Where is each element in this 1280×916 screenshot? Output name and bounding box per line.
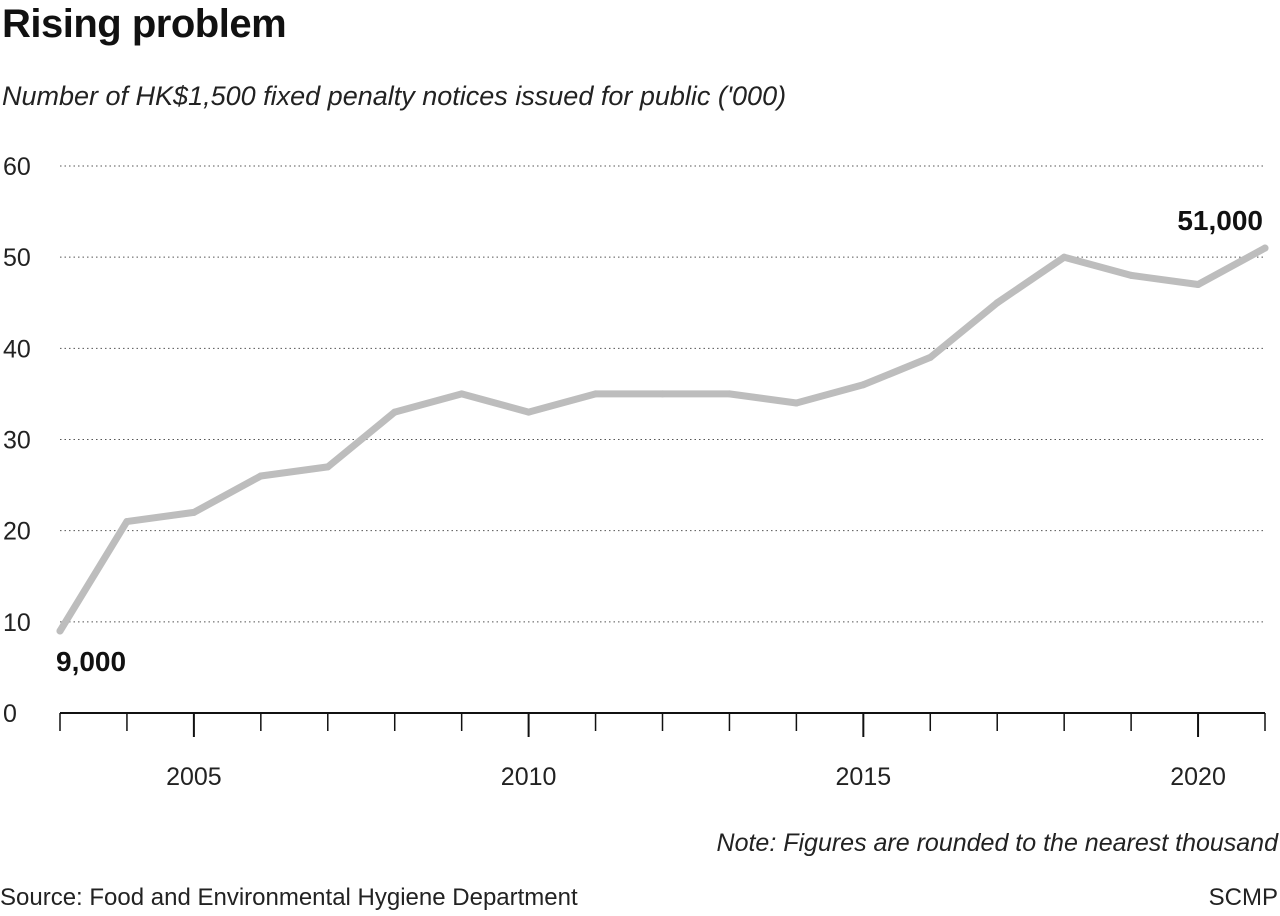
data-point-2017 (993, 299, 1001, 307)
data-point-2003 (56, 627, 64, 635)
y-tick-label-20: 20 (3, 518, 31, 546)
y-tick-label-10: 10 (3, 609, 31, 637)
data-point-2013 (725, 390, 733, 398)
chart-source: Source: Food and Environmental Hygiene D… (0, 884, 578, 911)
series-group (56, 244, 1269, 635)
y-tick-label-30: 30 (3, 427, 31, 455)
chart-note: Note: Figures are rounded to the nearest… (716, 829, 1278, 857)
data-point-2021 (1261, 244, 1269, 252)
data-point-2020 (1194, 281, 1202, 289)
data-point-2004 (123, 518, 131, 526)
data-point-2010 (525, 408, 533, 416)
data-point-2012 (659, 390, 666, 398)
end-value-label: 51,000 (1177, 205, 1263, 236)
x-axis: 2005 2010 2015 2020 (59, 712, 1266, 791)
data-point-2016 (926, 353, 934, 361)
x-tick-label-2020: 2020 (1170, 763, 1226, 791)
y-axis-ticks: 0 10 20 30 40 50 60 (3, 153, 31, 728)
data-point-2006 (257, 472, 265, 480)
data-point-2018 (1060, 253, 1068, 261)
y-tick-label-0: 0 (3, 700, 17, 728)
chart-title: Rising problem (2, 2, 287, 46)
data-point-2019 (1127, 271, 1135, 279)
data-point-2011 (592, 390, 600, 398)
y-tick-label-60: 60 (3, 153, 31, 181)
x-tick-label-2010: 2010 (501, 763, 557, 791)
y-tick-label-40: 40 (3, 335, 31, 363)
x-tick-label-2015: 2015 (836, 763, 892, 791)
data-point-2008 (391, 408, 399, 416)
data-point-2015 (859, 381, 867, 389)
data-point-2009 (458, 390, 466, 398)
data-point-2007 (324, 463, 332, 471)
brand-label: SCMP (1208, 884, 1278, 911)
data-point-2005 (190, 508, 198, 516)
x-tick-label-2005: 2005 (166, 763, 222, 791)
y-tick-label-50: 50 (3, 244, 31, 272)
start-value-label: 9,000 (56, 646, 126, 677)
data-point-2014 (792, 399, 800, 407)
annotations: 9,000 51,000 (56, 205, 1263, 677)
chart-subtitle: Number of HK$1,500 fixed penalty notices… (2, 81, 787, 111)
